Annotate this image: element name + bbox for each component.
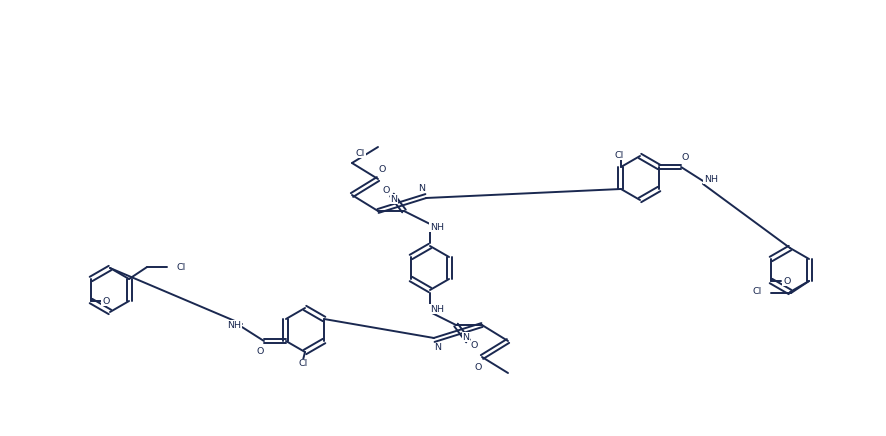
Text: O: O: [474, 362, 481, 371]
Text: Cl: Cl: [614, 150, 623, 160]
Text: O: O: [680, 153, 688, 161]
Text: NH: NH: [703, 174, 718, 184]
Text: NH: NH: [430, 222, 444, 232]
Text: N: N: [418, 184, 425, 193]
Text: NH: NH: [227, 320, 241, 330]
Text: O: O: [256, 347, 263, 355]
Text: Cl: Cl: [176, 262, 185, 272]
Text: Cl: Cl: [751, 286, 761, 296]
Text: O: O: [102, 296, 110, 306]
Text: O: O: [378, 164, 385, 174]
Text: Cl: Cl: [298, 360, 307, 368]
Text: O: O: [782, 276, 789, 286]
Text: NH: NH: [430, 304, 444, 313]
Text: O: O: [382, 185, 389, 194]
Text: O: O: [470, 341, 478, 351]
Text: N: N: [390, 194, 397, 204]
Text: N: N: [462, 333, 469, 341]
Text: N: N: [434, 344, 441, 352]
Text: Cl: Cl: [355, 149, 364, 157]
